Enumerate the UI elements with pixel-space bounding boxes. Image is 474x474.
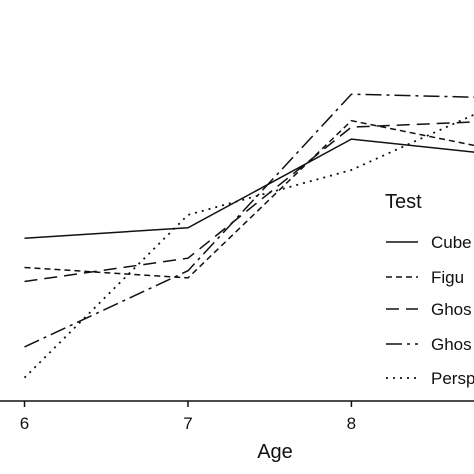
legend-label-3: Ghos xyxy=(431,300,472,319)
x-tick-label-8: 8 xyxy=(347,414,356,433)
series-line-2 xyxy=(24,119,474,279)
legend-label-1: Cube xyxy=(431,233,472,252)
series-line-4 xyxy=(24,93,474,348)
series-line-1 xyxy=(24,138,474,239)
legend-title: Test xyxy=(385,191,422,213)
series-layer xyxy=(23,93,474,379)
legend-label-5: Persp xyxy=(431,369,474,388)
x-tick-label-7: 7 xyxy=(183,414,192,433)
legend: Test Cube Figu Ghos Ghos Persp xyxy=(385,191,474,388)
x-tick-label-6: 6 xyxy=(20,414,29,433)
legend-items: Cube Figu Ghos Ghos Persp xyxy=(386,233,474,388)
legend-label-4: Ghos xyxy=(431,335,472,354)
x-axis-title: Age xyxy=(257,441,293,463)
series-line-5 xyxy=(23,113,474,379)
x-ticks: 6 7 8 xyxy=(20,401,356,433)
legend-label-2: Figu xyxy=(431,268,464,287)
